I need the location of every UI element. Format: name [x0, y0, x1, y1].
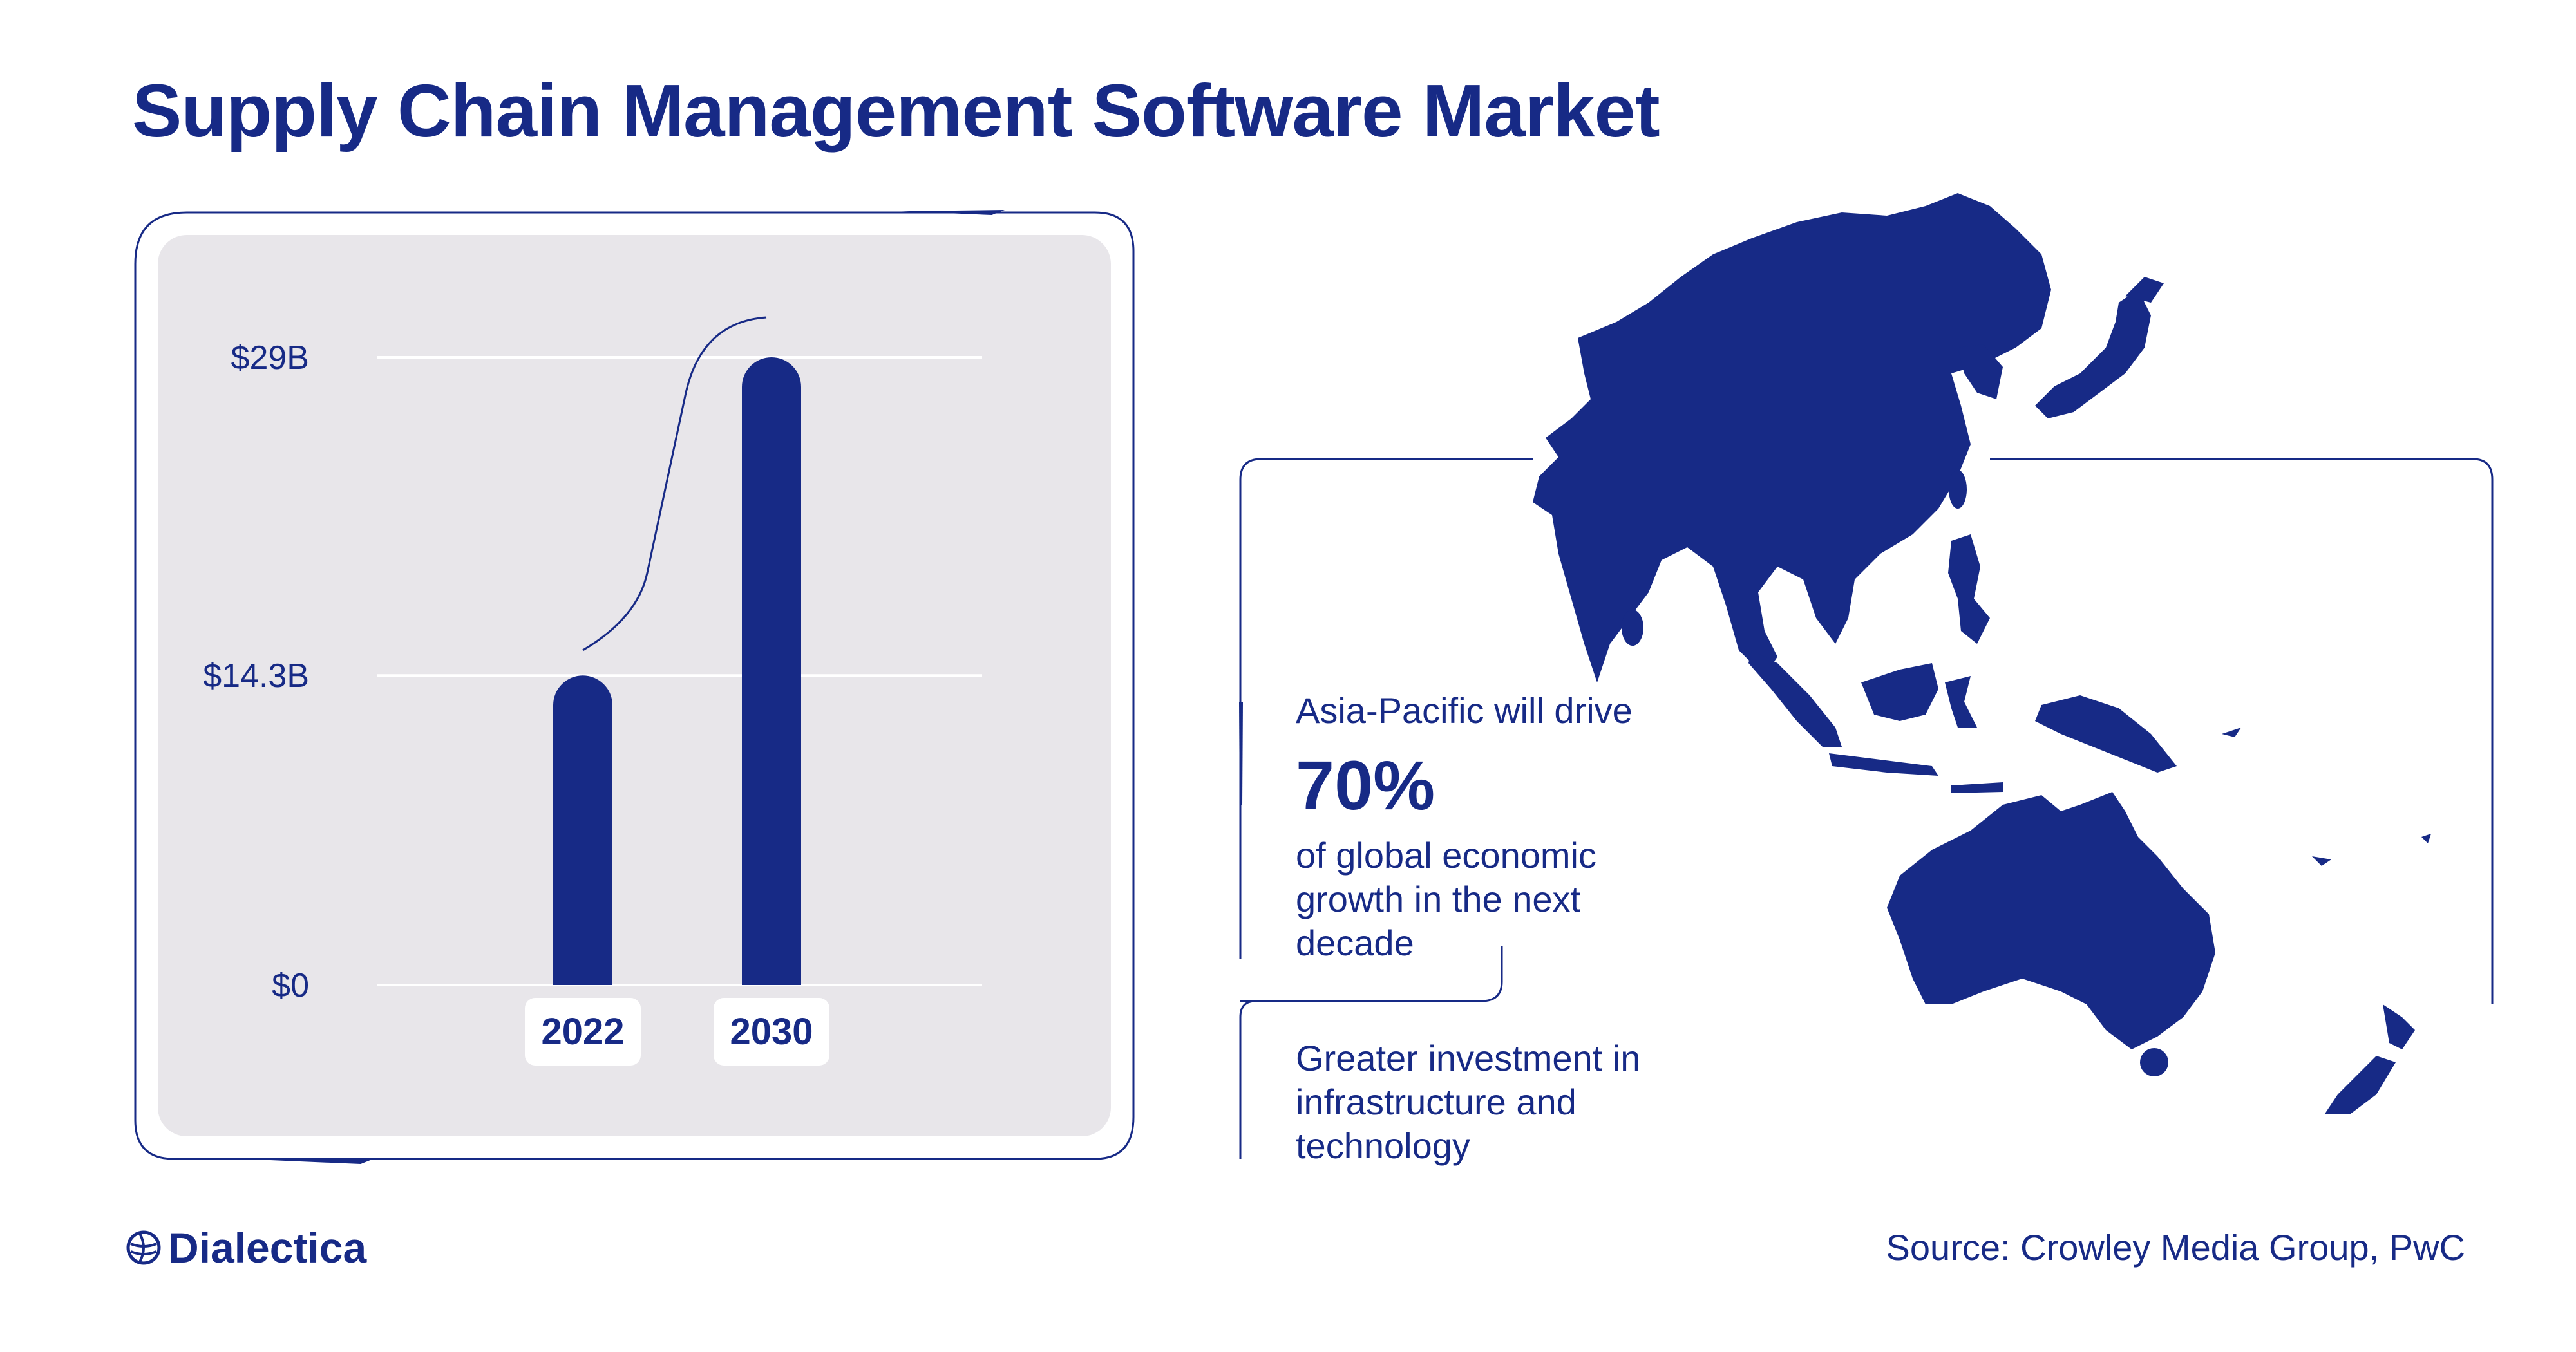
- callout-intro: Asia-Pacific will drive: [1296, 690, 1633, 731]
- australia-shape: [1887, 792, 2215, 1049]
- chart-frame: [134, 211, 1135, 1160]
- bar-2022: [553, 675, 612, 985]
- y-tick-label: $29B: [231, 339, 309, 377]
- philippines-shape: [1948, 534, 1990, 644]
- callout-stat: 70%: [1296, 746, 1435, 824]
- y-tick-label: $14.3B: [203, 657, 309, 695]
- taiwan-shape: [1949, 470, 1967, 509]
- callout-frame-top: [1239, 458, 1533, 959]
- pacific-island-shape: [2222, 728, 2241, 737]
- page-title: Supply Chain Management Software Market: [132, 69, 1660, 153]
- hokkaido-shape: [2125, 277, 2164, 303]
- chart-panel: [158, 235, 1111, 1136]
- sulawesi-shape: [1945, 676, 1977, 728]
- x-tick-label: 2022: [525, 998, 641, 1066]
- callout-second-line-3: technology: [1296, 1125, 1470, 1166]
- callout-line-2: growth in the next: [1296, 879, 1581, 919]
- borneo-shape: [1861, 663, 1938, 721]
- callout-accent: [1239, 702, 1243, 805]
- trend-curve: [582, 316, 767, 652]
- pacific-island-shape: [2312, 856, 2331, 866]
- new-zealand-south-shape: [2325, 1056, 2396, 1114]
- callout-line-1: of global economic: [1296, 835, 1596, 876]
- sumatra-shape: [1748, 650, 1842, 747]
- tasmania-shape: [2140, 1048, 2168, 1076]
- java-shape: [1829, 753, 1938, 776]
- bar-2030: [742, 357, 801, 985]
- x-tick-label: 2030: [714, 998, 829, 1066]
- timor-shape: [1951, 782, 2003, 793]
- logo: Dialectica: [126, 1223, 366, 1272]
- sri-lanka-shape: [1622, 610, 1643, 646]
- logo-text: Dialectica: [168, 1224, 367, 1272]
- source-note: Source: Crowley Media Group, PwC: [1886, 1227, 2465, 1268]
- new-guinea-shape: [2035, 695, 2177, 773]
- frame-accent-top: [902, 210, 1005, 215]
- callout-frame-right: [1990, 458, 2494, 1004]
- japan-shape: [2035, 290, 2151, 418]
- callout-line-3: decade: [1296, 923, 1414, 963]
- globe-icon: [126, 1230, 161, 1265]
- pacific-island-shape: [2421, 834, 2431, 843]
- callout-divider: [1240, 946, 1503, 1002]
- callout-frame-bottom-left: [1239, 1000, 1256, 1159]
- callout-second-line-2: infrastructure and: [1296, 1082, 1577, 1122]
- y-tick-label: $0: [272, 967, 309, 1004]
- frame-accent-bottom: [270, 1159, 374, 1164]
- korea-shape: [1958, 344, 2003, 399]
- asia-mainland-shape: [1533, 193, 2051, 682]
- new-zealand-north-shape: [2383, 1004, 2415, 1049]
- callout-second-line-1: Greater investment in: [1296, 1038, 1641, 1078]
